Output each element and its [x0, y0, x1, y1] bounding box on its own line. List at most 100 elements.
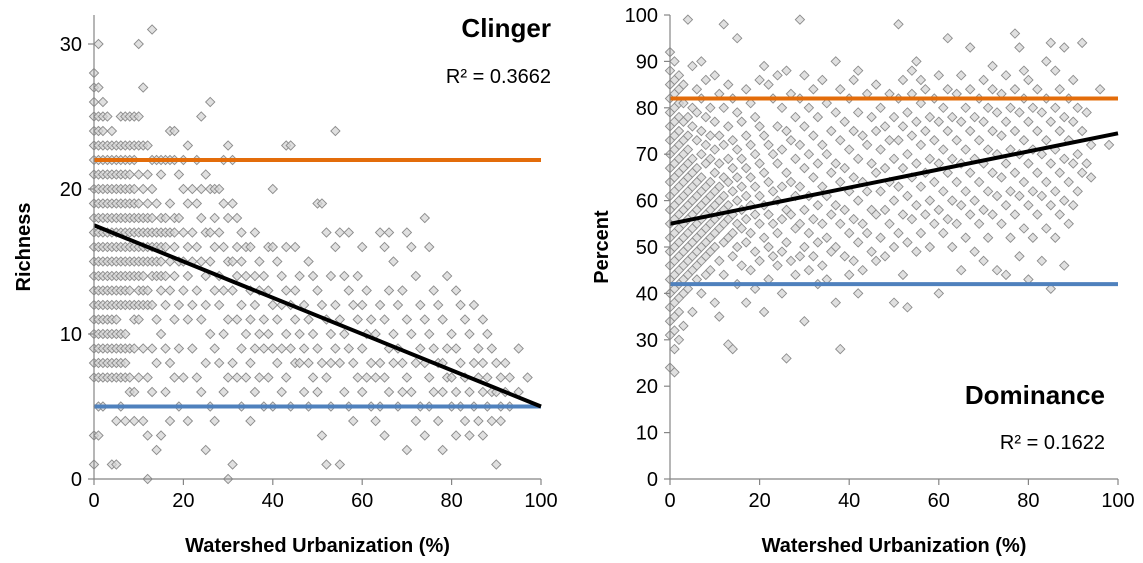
- data-point: [696, 125, 707, 137]
- data-point: [709, 70, 721, 81]
- data-point: [339, 386, 350, 398]
- y-tick-label: 20: [636, 376, 658, 398]
- data-point: [879, 121, 891, 132]
- data-point: [888, 153, 900, 165]
- data-point: [182, 314, 194, 325]
- data-point: [669, 325, 680, 336]
- data-point: [164, 285, 176, 296]
- data-point: [808, 251, 819, 262]
- data-point: [231, 241, 243, 253]
- data-point: [254, 256, 265, 267]
- data-point: [1018, 223, 1030, 234]
- data-point: [1081, 107, 1092, 118]
- data-point: [187, 343, 198, 354]
- data-point: [915, 139, 927, 151]
- data-point: [352, 270, 363, 282]
- data-point: [691, 162, 703, 174]
- data-point: [321, 372, 332, 383]
- data-point: [731, 32, 743, 44]
- data-point: [772, 260, 783, 271]
- data-point: [1009, 28, 1021, 39]
- data-point: [897, 121, 909, 132]
- data-point: [240, 328, 252, 340]
- data-point: [852, 237, 864, 248]
- data-point: [128, 415, 140, 427]
- data-point: [415, 343, 426, 354]
- data-point: [942, 213, 953, 225]
- data-point: [1018, 135, 1030, 146]
- data-point: [196, 314, 207, 325]
- data-point: [383, 227, 395, 238]
- data-point: [969, 195, 980, 206]
- data-point: [879, 162, 891, 174]
- data-point: [343, 227, 355, 238]
- data-point: [160, 270, 171, 282]
- data-point: [111, 314, 122, 325]
- data-point: [736, 116, 747, 127]
- data-point: [187, 299, 198, 311]
- data-point: [249, 270, 261, 282]
- data-point: [1067, 116, 1079, 127]
- data-point: [799, 204, 810, 216]
- data-point: [124, 285, 135, 296]
- data-point: [227, 459, 238, 470]
- data-point: [991, 264, 1003, 276]
- data-point: [1067, 158, 1079, 169]
- data-point: [1072, 186, 1083, 197]
- data-point: [857, 130, 868, 141]
- data-point: [955, 264, 967, 276]
- data-point: [830, 200, 841, 211]
- data-point: [446, 328, 457, 340]
- data-point: [835, 176, 846, 188]
- data-point: [446, 372, 457, 383]
- data-point: [714, 181, 725, 192]
- data-point: [155, 256, 167, 267]
- data-point: [731, 144, 743, 155]
- data-point: [843, 269, 855, 281]
- data-point: [758, 167, 770, 178]
- data-point: [772, 121, 783, 132]
- data-point: [450, 386, 462, 398]
- data-point: [673, 306, 685, 318]
- data-point: [343, 285, 355, 296]
- data-point: [1050, 186, 1061, 197]
- data-point: [754, 74, 765, 86]
- data-point: [187, 227, 198, 238]
- data-point: [1085, 172, 1097, 183]
- data-point: [731, 195, 743, 206]
- data-point: [424, 372, 435, 383]
- data-point: [933, 116, 945, 127]
- data-point: [222, 212, 234, 224]
- data-point: [740, 84, 752, 95]
- y-tick-label: 50: [636, 237, 658, 259]
- data-point: [1036, 148, 1048, 160]
- data-point: [406, 386, 417, 398]
- data-point: [915, 97, 927, 109]
- data-point: [920, 209, 931, 220]
- data-point: [714, 158, 725, 169]
- x-tick-label: 0: [664, 490, 675, 512]
- data-point: [164, 256, 176, 267]
- data-point: [182, 198, 194, 209]
- data-point: [955, 200, 967, 211]
- data-point: [169, 270, 180, 282]
- data-point: [987, 167, 998, 178]
- data-point: [857, 218, 868, 230]
- data-point: [749, 209, 761, 220]
- data-point: [740, 190, 752, 202]
- data-point: [1059, 195, 1070, 206]
- data-point: [137, 343, 149, 354]
- data-point: [267, 299, 279, 311]
- data-point: [709, 167, 721, 178]
- data-point: [906, 130, 918, 141]
- data-point: [731, 241, 743, 253]
- data-point: [146, 299, 158, 311]
- data-point: [513, 343, 524, 354]
- data-point: [128, 386, 140, 398]
- dominance-percent-plot: 0 20 40 60 80 100 0 10 20 30 40 50 60 70 80 90 100 Waters…: [591, 5, 1135, 557]
- data-point: [1076, 125, 1088, 137]
- data-point: [258, 314, 270, 325]
- data-point: [428, 343, 439, 354]
- data-point: [397, 386, 408, 398]
- data-point: [146, 24, 158, 35]
